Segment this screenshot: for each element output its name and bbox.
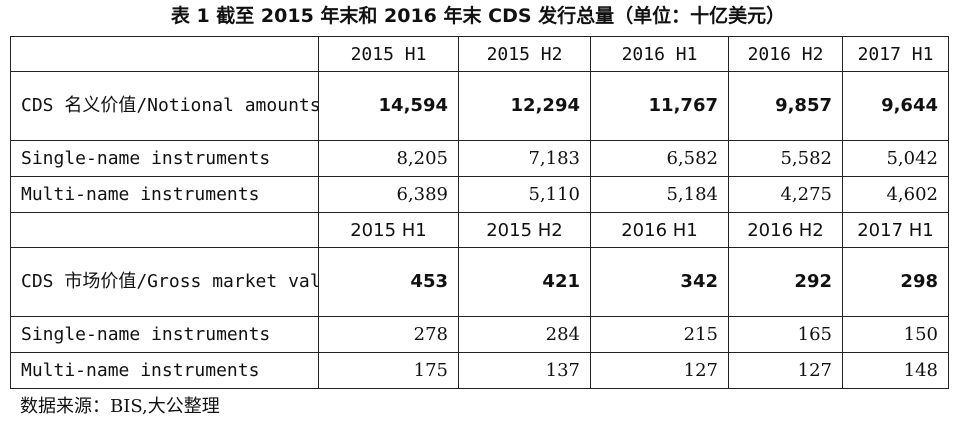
row-label: Multi-name instruments (10, 176, 319, 213)
header-blank-cell (10, 212, 319, 248)
source-note: 数据来源：BIS,大公整理 (20, 396, 220, 417)
table-cell: 8,205 (318, 140, 459, 177)
column-header: 2017 H1 (842, 212, 949, 248)
table-cell: 5,042 (842, 140, 949, 177)
table-cell: 284 (458, 316, 591, 353)
cds-table: 2015 H1 2015 H2 2016 H1 2016 H2 2017 H1 … (10, 36, 949, 389)
table-cell: 6,389 (318, 176, 459, 213)
table-cell: 292 (728, 247, 843, 317)
table-cell: 5,184 (590, 176, 729, 213)
gross-total-row: CDS 市场价值/Gross market value 453 421 342 … (10, 247, 949, 317)
row-label: Single-name instruments (10, 140, 319, 177)
gross-header-row: 2015 H1 2015 H2 2016 H1 2016 H2 2017 H1 (10, 212, 949, 248)
table-cell: 137 (458, 352, 591, 389)
table-title: 表 1 截至 2015 年末和 2016 年末 CDS 发行总量（单位：十亿美元… (170, 5, 786, 27)
table-cell: 12,294 (458, 71, 591, 141)
row-label: CDS 名义价值/Notional amounts outstanding (10, 71, 319, 141)
table-cell: 298 (842, 247, 949, 317)
table-cell: 150 (842, 316, 949, 353)
column-header: 2015 H2 (458, 212, 591, 248)
notional-total-row: CDS 名义价值/Notional amounts outstanding 14… (10, 71, 949, 141)
table-cell: 215 (590, 316, 729, 353)
table-cell: 453 (318, 247, 459, 317)
row-label: Single-name instruments (10, 316, 319, 353)
row-label: Multi-name instruments (10, 352, 319, 389)
column-header: 2016 H1 (590, 36, 729, 72)
column-header: 2015 H2 (458, 36, 591, 72)
notional-header-row: 2015 H1 2015 H2 2016 H1 2016 H2 2017 H1 (10, 36, 949, 72)
table-cell: 4,602 (842, 176, 949, 213)
table-cell: 165 (728, 316, 843, 353)
column-header: 2016 H2 (728, 212, 843, 248)
column-header: 2017 H1 (842, 36, 949, 72)
table-cell: 14,594 (318, 71, 459, 141)
table-cell: 342 (590, 247, 729, 317)
row-label: CDS 市场价值/Gross market value (10, 247, 319, 317)
table-cell: 11,767 (590, 71, 729, 141)
notional-multi-row: Multi-name instruments 6,389 5,110 5,184… (10, 176, 949, 213)
table-cell: 5,110 (458, 176, 591, 213)
column-header: 2015 H1 (318, 36, 459, 72)
table-cell: 421 (458, 247, 591, 317)
table-cell: 5,582 (728, 140, 843, 177)
table-cell: 9,857 (728, 71, 843, 141)
table-cell: 7,183 (458, 140, 591, 177)
table-cell: 127 (590, 352, 729, 389)
table-cell: 148 (842, 352, 949, 389)
table-cell: 278 (318, 316, 459, 353)
gross-multi-row: Multi-name instruments 175 137 127 127 1… (10, 352, 949, 389)
gross-single-row: Single-name instruments 278 284 215 165 … (10, 316, 949, 353)
column-header: 2015 H1 (318, 212, 459, 248)
table-cell: 6,582 (590, 140, 729, 177)
table-cell: 9,644 (842, 71, 949, 141)
header-blank-cell (10, 36, 319, 72)
column-header: 2016 H2 (728, 36, 843, 72)
notional-single-row: Single-name instruments 8,205 7,183 6,58… (10, 140, 949, 177)
table-cell: 175 (318, 352, 459, 389)
column-header: 2016 H1 (590, 212, 729, 248)
table-cell: 127 (728, 352, 843, 389)
table-cell: 4,275 (728, 176, 843, 213)
